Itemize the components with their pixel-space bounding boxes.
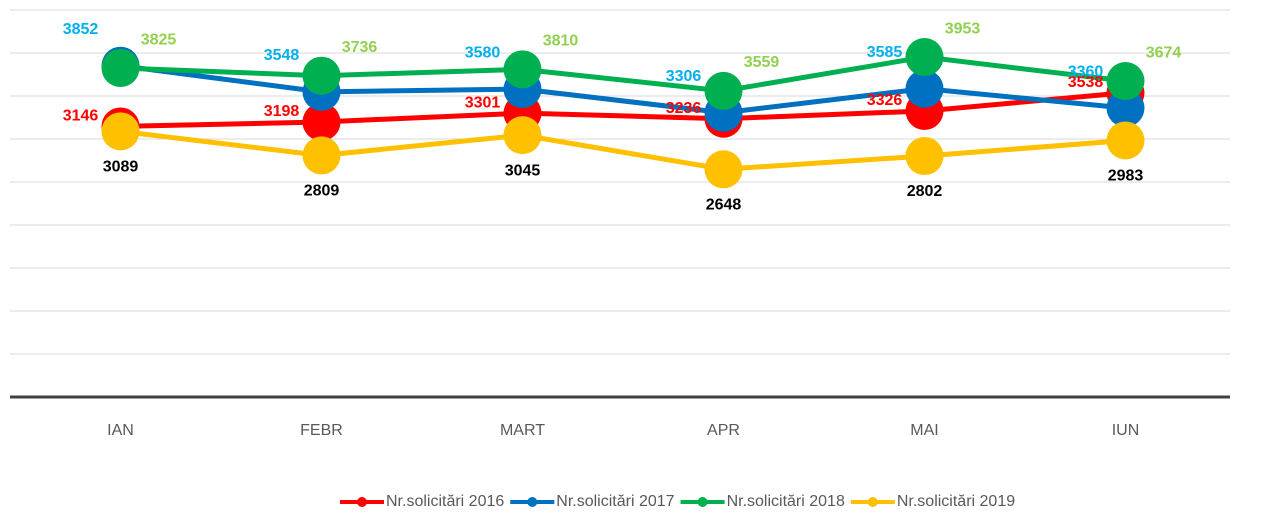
data-label: 3306 bbox=[666, 68, 702, 85]
x-tick-label: FEBR bbox=[300, 422, 343, 439]
marker bbox=[503, 116, 542, 155]
marker bbox=[905, 38, 944, 77]
marker bbox=[302, 102, 341, 141]
legend-marker bbox=[867, 497, 878, 507]
data-label: 3360 bbox=[1068, 63, 1104, 80]
marker bbox=[704, 150, 743, 189]
data-label: 3953 bbox=[945, 20, 981, 37]
data-label: 2809 bbox=[304, 183, 340, 200]
data-label: 3089 bbox=[103, 159, 139, 176]
data-label: 3810 bbox=[543, 33, 579, 50]
legend-label: Nr.solicitări 2017 bbox=[556, 493, 674, 510]
data-label: 3146 bbox=[63, 108, 99, 125]
data-label: 3198 bbox=[264, 103, 300, 120]
series-line bbox=[120, 128, 1126, 172]
data-label: 3045 bbox=[505, 162, 541, 179]
data-label: 2802 bbox=[907, 183, 943, 200]
marker bbox=[905, 137, 944, 176]
marker bbox=[1106, 121, 1145, 160]
legend-label: Nr.solicitări 2016 bbox=[386, 493, 504, 510]
marker bbox=[905, 69, 944, 108]
data-label: 3585 bbox=[867, 44, 903, 61]
data-label: 3559 bbox=[744, 54, 780, 71]
marker bbox=[302, 56, 341, 95]
legend-label: Nr.solicitări 2018 bbox=[727, 493, 845, 510]
x-tick-label: MAI bbox=[910, 422, 938, 439]
series-line bbox=[120, 63, 1126, 116]
data-label: 2983 bbox=[1108, 168, 1144, 185]
data-label: 3580 bbox=[465, 44, 501, 61]
legend-marker bbox=[697, 497, 708, 507]
marker bbox=[1106, 89, 1145, 128]
legend-marker bbox=[357, 497, 367, 507]
data-label: 3825 bbox=[141, 31, 177, 48]
marker bbox=[704, 71, 743, 110]
marker bbox=[101, 112, 140, 151]
x-tick-label: APR bbox=[707, 422, 740, 439]
data-label: 3674 bbox=[1146, 44, 1182, 61]
data-label: 2648 bbox=[706, 196, 742, 213]
x-tick-label: IAN bbox=[107, 422, 134, 439]
data-label: 3852 bbox=[63, 21, 99, 38]
series-line bbox=[120, 54, 1126, 94]
legend: Nr.solicitări 2016 Nr.solicitări 2017 Nr.s… bbox=[340, 493, 1015, 510]
x-tick-label: MART bbox=[500, 422, 545, 439]
legend-label: Nr.solicitări 2019 bbox=[897, 493, 1015, 510]
data-label: 3736 bbox=[342, 39, 378, 56]
marker bbox=[503, 50, 542, 89]
marker bbox=[101, 49, 140, 88]
data-label: 3548 bbox=[264, 47, 300, 64]
series-line bbox=[120, 90, 1126, 129]
legend-marker bbox=[527, 497, 538, 507]
x-tick-label: IUN bbox=[1112, 422, 1140, 439]
marker bbox=[1106, 62, 1145, 101]
data-label: 3326 bbox=[867, 92, 903, 109]
data-label: 3301 bbox=[465, 94, 501, 111]
marker bbox=[302, 136, 341, 175]
data-label: 3538 bbox=[1068, 74, 1104, 91]
data-label: 3236 bbox=[666, 100, 702, 117]
